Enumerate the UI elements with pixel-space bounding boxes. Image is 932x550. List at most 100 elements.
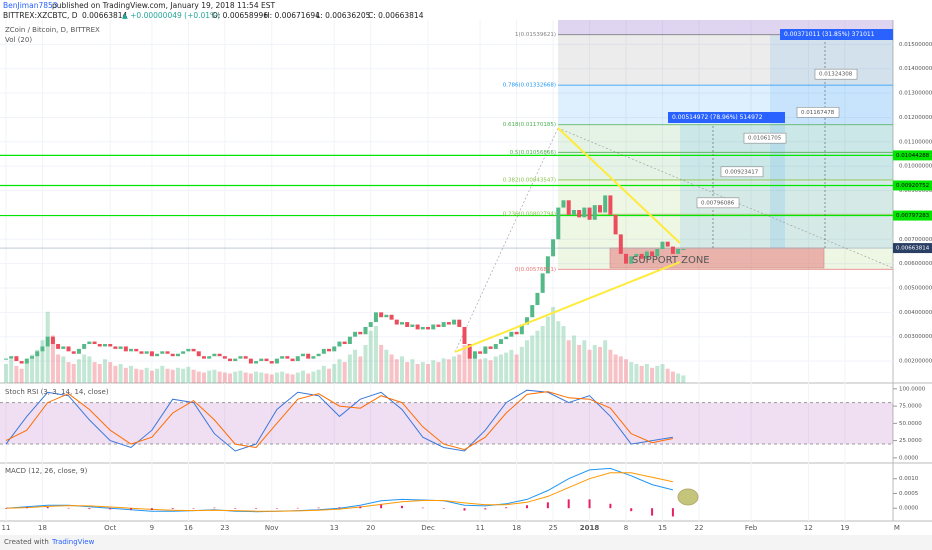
candle [311, 356, 316, 359]
volume-bar [82, 354, 87, 383]
volume-bar [353, 349, 358, 383]
volume-bar [498, 354, 503, 383]
candle [139, 351, 144, 354]
volume-bar [50, 335, 55, 383]
candle [212, 353, 217, 357]
candle [582, 207, 587, 218]
volume-bar [196, 371, 201, 383]
candle [56, 344, 61, 349]
histogram-bar [484, 508, 487, 510]
candle [624, 253, 629, 264]
candle [670, 246, 675, 254]
candle [280, 356, 285, 359]
histogram-bar [150, 508, 153, 510]
volume-bar [24, 362, 29, 383]
histogram-bar [546, 502, 549, 509]
candle [238, 356, 243, 359]
target-label: 0.00923417 [725, 169, 759, 175]
indicator-line [5, 391, 673, 451]
y-tick-label: 0.00900000 [899, 188, 932, 194]
price-title: ZCoin / Bitcoin, D, BITTREX [5, 26, 100, 34]
candle [300, 353, 305, 357]
volume-bar [233, 371, 238, 383]
y-tick-label: 0.0010 [899, 476, 919, 482]
volume-bar [243, 372, 248, 383]
candle [306, 353, 311, 359]
volume-bar [201, 372, 206, 383]
x-tick-label: 19 [840, 524, 849, 532]
histogram-bar [651, 508, 654, 516]
volume-bar [30, 354, 35, 383]
x-tick-label: 11 [2, 524, 11, 532]
candle [228, 358, 233, 362]
measure-label: 0.00371011 (31.85%) 371011 [784, 31, 875, 38]
histogram-bar [567, 499, 570, 509]
candle [426, 326, 431, 330]
volume-bar [650, 367, 655, 383]
histogram-bar [296, 507, 299, 509]
volume-bar [191, 369, 196, 383]
volume-title: Vol (20) [5, 36, 32, 44]
candle [410, 324, 415, 327]
candle [248, 358, 253, 364]
footer-bar [0, 535, 932, 550]
volume-bar [9, 359, 14, 383]
volume-bar [129, 365, 134, 383]
candle [217, 353, 222, 357]
histogram-bar [338, 507, 341, 509]
candle [316, 353, 321, 357]
volume-bar [3, 364, 8, 383]
candle [483, 346, 488, 354]
y-tick-label: 0.01500000 [899, 42, 932, 48]
candle [61, 346, 66, 349]
volume-bar [379, 345, 384, 383]
x-tick-label: 15 [658, 524, 667, 532]
volume-bar [488, 360, 493, 383]
indicator-line [5, 472, 674, 512]
volume-bar [321, 365, 326, 383]
histogram-bar [400, 505, 403, 509]
volume-bar [254, 371, 259, 383]
volume-bar [681, 375, 686, 383]
histogram-bar [46, 507, 49, 509]
fib-band [558, 124, 893, 153]
candle [3, 358, 8, 360]
volume-bar [660, 364, 665, 383]
volume-bar [613, 354, 618, 383]
author[interactable]: BenJiman7853 [3, 1, 58, 10]
volume-bar [45, 311, 50, 383]
volume-bar [76, 359, 81, 383]
volume-bar [540, 326, 545, 383]
candle [566, 200, 571, 215]
trend-line [454, 261, 681, 353]
change: ▲ +0.00000049 (+0.01%) [122, 11, 220, 20]
volume-bar [155, 368, 160, 383]
candle [467, 344, 472, 359]
volume-bar [551, 307, 556, 383]
y-tick-label: 0.01200000 [899, 115, 932, 121]
volume-bar [509, 349, 514, 383]
volume-bar [311, 371, 316, 383]
candle [160, 351, 165, 354]
volume-bar [566, 340, 571, 383]
volume-bar [108, 362, 113, 383]
target-label: 0.01061705 [748, 136, 782, 142]
volume-bar [212, 369, 217, 383]
target-label: 0.00796086 [701, 200, 735, 206]
candle [233, 358, 238, 362]
volume-bar [327, 368, 332, 383]
open: O: 0.00658996 [212, 11, 268, 20]
footer-brand[interactable]: TradingView [51, 538, 95, 546]
measure-box [668, 112, 785, 123]
volume-bar [410, 359, 415, 383]
candle [321, 348, 326, 354]
volume-bar [295, 372, 300, 383]
x-tick-label: 8 [624, 524, 628, 532]
y-tick-label: 0.0005 [899, 491, 919, 497]
histogram-bar [171, 508, 174, 510]
volume-bar [181, 368, 186, 383]
candle [170, 353, 175, 357]
macd-title: MACD (12, 26, close, 9) [5, 467, 88, 475]
candle [50, 336, 55, 345]
